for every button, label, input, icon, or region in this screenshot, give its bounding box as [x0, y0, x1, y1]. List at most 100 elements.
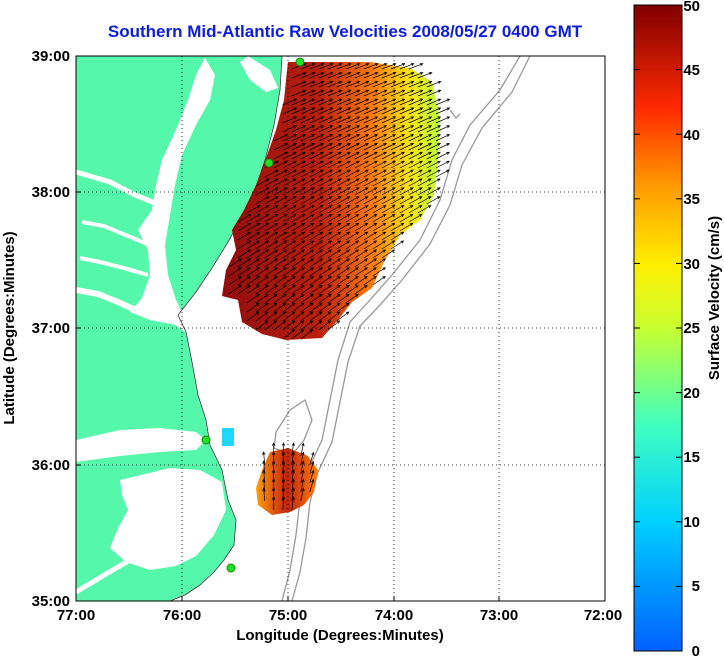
velocity-arrow [327, 160, 342, 169]
map-title-text: Southern Mid-Atlantic Raw Velocities 200… [107, 22, 583, 41]
velocity-arrow [336, 258, 350, 268]
velocity-arrow [246, 240, 261, 250]
velocity-arrow [435, 160, 450, 169]
velocity-arrow [390, 222, 405, 232]
radar-station-marker [226, 563, 236, 573]
velocity-arrow [435, 125, 451, 133]
velocity-arrow [300, 116, 316, 124]
velocity-arrow [309, 320, 323, 331]
velocity-arrow [309, 231, 324, 241]
velocity-arrow [381, 196, 396, 205]
velocity-arrow [309, 451, 315, 466]
velocity-arrow [255, 187, 270, 196]
velocity-arrow [381, 160, 396, 169]
velocity-arrow [390, 63, 406, 70]
velocity-arrow [354, 160, 369, 169]
x-tick-label: 75:00 [269, 607, 307, 624]
velocity-arrow [345, 169, 360, 178]
velocity-arrow [291, 71, 307, 79]
velocity-arrow [417, 178, 432, 187]
velocity-arrow [417, 187, 432, 196]
radar-station-marker [295, 57, 305, 67]
velocity-arrow [345, 293, 359, 304]
velocity-arrow [426, 169, 441, 178]
velocity-arrow [327, 169, 342, 178]
velocity-arrow [255, 205, 270, 214]
velocity-arrow [435, 98, 451, 106]
x-tick-label: 74:00 [375, 607, 413, 624]
velocity-arrow [354, 196, 369, 205]
velocity-arrow [408, 134, 424, 142]
colorbar [633, 4, 683, 652]
velocity-arrow [255, 293, 269, 304]
velocity-arrow [291, 187, 306, 196]
neuse-river [76, 557, 132, 595]
velocity-arrow [237, 249, 252, 259]
velocity-arrow [381, 222, 396, 232]
velocity-arrow [363, 178, 378, 187]
velocity-arrow [273, 240, 288, 250]
velocity-arrow [246, 258, 260, 268]
velocity-arrow [282, 205, 297, 214]
velocity-arrow [363, 258, 377, 268]
axis-ticks [76, 191, 500, 601]
velocity-arrow [390, 187, 405, 196]
velocity-arrow [336, 116, 352, 124]
velocity-arrow [336, 187, 351, 196]
velocity-arrow [246, 293, 260, 304]
velocity-arrow [300, 98, 316, 106]
velocity-arrow [417, 169, 432, 178]
velocity-arrow [264, 222, 279, 232]
velocity-arrow [345, 107, 361, 115]
grid-lines [76, 56, 605, 601]
velocity-arrow [417, 143, 433, 151]
velocity-arrow [354, 125, 370, 133]
velocity-arrow [363, 125, 379, 133]
velocity-arrow [273, 187, 288, 196]
velocity-arrow [291, 143, 307, 151]
velocity-arrow [390, 125, 406, 133]
y-axis-label: Latitude (Degrees:Minutes) [1, 231, 18, 424]
velocity-arrow [291, 125, 307, 133]
velocity-arrow [309, 267, 324, 277]
velocity-arrow [309, 284, 323, 295]
velocity-arrow [255, 311, 269, 322]
velocity-arrow [273, 276, 287, 286]
velocity-arrow [345, 63, 361, 70]
velocity-arrow [300, 63, 316, 70]
velocity-arrow [399, 196, 414, 205]
velocity-arrow [300, 258, 314, 268]
colorbar-label: Surface Velocity (cm/s) [706, 216, 723, 380]
velocity-arrow [255, 320, 269, 331]
velocity-arrow [336, 169, 351, 178]
velocity-arrow [228, 258, 242, 268]
velocity-arrow [246, 222, 261, 232]
velocity-arrow [300, 178, 315, 187]
velocity-arrow [399, 71, 415, 79]
velocity-arrow [291, 240, 306, 250]
velocity-arrow [390, 80, 406, 88]
velocity-arrow [318, 222, 333, 232]
velocity-arrow [354, 213, 369, 223]
velocity-arrow [417, 125, 433, 133]
velocity-arrow [300, 213, 315, 223]
velocity-arrow [318, 231, 333, 241]
velocity-arrow [345, 98, 361, 106]
velocity-arrow [282, 284, 296, 295]
velocity-arrow [336, 293, 350, 304]
velocity-arrow [408, 143, 424, 151]
velocity-arrow [273, 231, 288, 241]
velocity-arrow [300, 451, 305, 466]
velocity-arrow [345, 71, 361, 79]
velocity-arrow [354, 205, 369, 214]
velocity-arrow [363, 107, 379, 115]
velocity-arrow [300, 143, 316, 151]
velocity-arrow [372, 249, 387, 259]
velocity-arrow [318, 98, 334, 106]
velocity-arrow [309, 460, 315, 475]
velocity-arrow [264, 196, 279, 205]
velocity-arrow [282, 151, 297, 160]
velocity-arrow [363, 98, 379, 106]
velocity-arrow [345, 284, 359, 295]
